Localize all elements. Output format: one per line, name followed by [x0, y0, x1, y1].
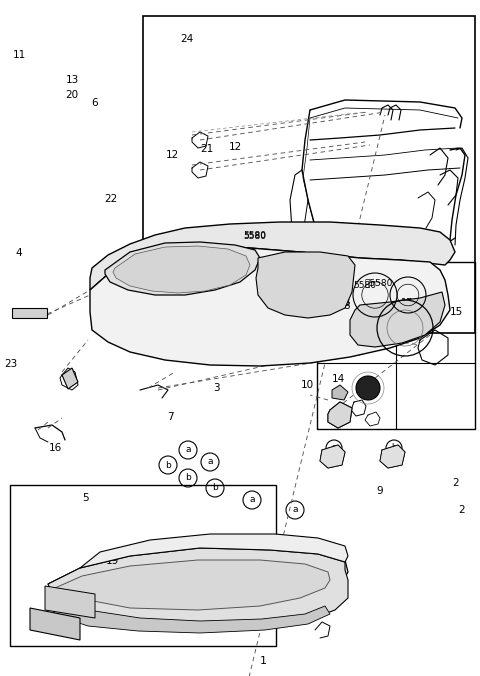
- Text: 7: 7: [167, 412, 174, 422]
- Text: 4: 4: [16, 249, 23, 258]
- Circle shape: [356, 376, 380, 400]
- Text: b: b: [212, 483, 218, 493]
- Text: 22: 22: [104, 195, 117, 204]
- Text: 1: 1: [260, 656, 266, 666]
- Polygon shape: [55, 560, 330, 610]
- Text: 8: 8: [343, 301, 350, 310]
- Text: 5580: 5580: [243, 232, 266, 241]
- Text: a: a: [292, 506, 298, 514]
- Text: 20: 20: [65, 90, 79, 99]
- Bar: [143, 16, 475, 333]
- Text: 25: 25: [194, 259, 207, 268]
- Text: 18: 18: [197, 271, 211, 281]
- Text: 23: 23: [4, 359, 17, 368]
- Text: 2: 2: [453, 479, 459, 488]
- Bar: [317, 262, 475, 429]
- Text: 16: 16: [48, 443, 62, 452]
- Text: 6: 6: [92, 98, 98, 107]
- Polygon shape: [320, 445, 345, 468]
- Bar: [10, 485, 276, 646]
- Text: b: b: [185, 473, 191, 483]
- Polygon shape: [256, 252, 355, 318]
- Polygon shape: [90, 245, 450, 366]
- Text: a: a: [331, 443, 336, 452]
- Text: 19: 19: [106, 589, 120, 598]
- Text: 9: 9: [376, 486, 383, 496]
- Text: 15: 15: [449, 308, 463, 317]
- Text: 21: 21: [201, 144, 214, 153]
- Text: 24: 24: [180, 34, 194, 44]
- Text: 3: 3: [214, 383, 220, 393]
- Text: 10: 10: [300, 381, 314, 390]
- Text: 2: 2: [458, 506, 465, 515]
- Polygon shape: [90, 222, 455, 290]
- Polygon shape: [45, 586, 95, 618]
- Text: 13: 13: [65, 75, 79, 84]
- Text: 5580: 5580: [243, 231, 266, 240]
- Text: 17: 17: [401, 298, 413, 308]
- Text: b: b: [165, 460, 171, 470]
- Polygon shape: [328, 402, 352, 428]
- Text: 19: 19: [106, 556, 120, 566]
- Text: a: a: [185, 445, 191, 454]
- Polygon shape: [350, 292, 445, 347]
- Text: 17: 17: [400, 301, 414, 310]
- Polygon shape: [62, 368, 78, 389]
- Text: 11: 11: [12, 51, 26, 60]
- Polygon shape: [80, 534, 348, 568]
- Text: a: a: [207, 458, 213, 466]
- Text: ⌒5580: ⌒5580: [365, 278, 393, 287]
- Text: 5: 5: [82, 493, 89, 503]
- Polygon shape: [105, 242, 260, 295]
- Polygon shape: [48, 548, 348, 628]
- Polygon shape: [113, 246, 250, 293]
- Text: 12: 12: [228, 143, 242, 152]
- Polygon shape: [332, 385, 348, 400]
- Polygon shape: [48, 548, 348, 612]
- Text: 14: 14: [332, 374, 345, 383]
- Text: 8: 8: [344, 298, 349, 308]
- Polygon shape: [30, 608, 80, 640]
- Text: b: b: [391, 443, 396, 452]
- Text: 5580: 5580: [353, 281, 376, 290]
- Text: 12: 12: [166, 151, 180, 160]
- Text: 10: 10: [240, 583, 254, 593]
- Polygon shape: [52, 600, 330, 633]
- Text: a: a: [249, 496, 255, 504]
- Polygon shape: [380, 445, 405, 468]
- Polygon shape: [12, 308, 47, 318]
